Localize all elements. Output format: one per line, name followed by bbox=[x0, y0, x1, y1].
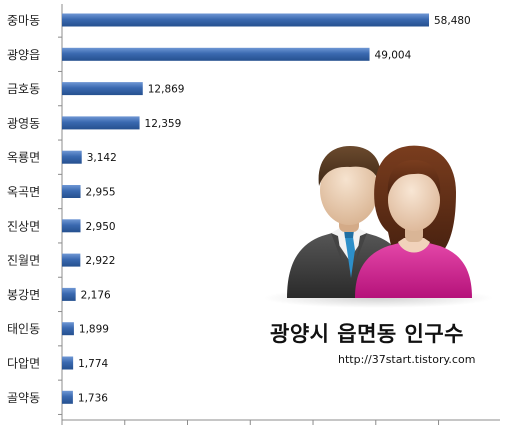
bar bbox=[62, 322, 74, 336]
category-label: 금호동 bbox=[7, 82, 40, 96]
category-label: 광영동 bbox=[7, 116, 40, 130]
category-label: 중마동 bbox=[7, 14, 40, 28]
category-label: 봉강면 bbox=[7, 288, 40, 302]
data-label: 12,359 bbox=[145, 118, 182, 130]
data-label: 2,176 bbox=[81, 289, 111, 301]
category-label: 옥곡면 bbox=[7, 185, 40, 199]
bar bbox=[62, 82, 143, 96]
data-label: 2,955 bbox=[86, 187, 116, 199]
data-label: 2,922 bbox=[85, 255, 115, 267]
source-url: http://37start.tistory.com bbox=[338, 353, 476, 366]
data-label: 3,142 bbox=[87, 152, 117, 164]
category-label: 태인동 bbox=[7, 322, 40, 336]
data-label: 2,950 bbox=[86, 221, 116, 233]
category-label: 골약동 bbox=[7, 390, 40, 405]
data-label: 49,004 bbox=[375, 49, 412, 61]
category-label: 광양읍 bbox=[7, 48, 40, 62]
people-couple-icon bbox=[263, 145, 493, 308]
data-label: 58,480 bbox=[434, 15, 471, 27]
bar bbox=[62, 150, 82, 164]
bar bbox=[62, 390, 73, 404]
data-label: 12,869 bbox=[148, 84, 185, 96]
chart-title: 광양시 읍면동 인구수 bbox=[270, 322, 465, 346]
bar bbox=[62, 287, 76, 301]
bar bbox=[62, 47, 370, 61]
category-label: 진월면 bbox=[7, 254, 40, 268]
bar bbox=[62, 253, 81, 267]
bar bbox=[62, 116, 140, 130]
bar bbox=[62, 13, 429, 27]
category-label: 진상면 bbox=[7, 219, 40, 233]
data-label: 1,774 bbox=[78, 358, 108, 370]
category-label: 옥룡면 bbox=[7, 151, 40, 165]
category-label: 다압면 bbox=[7, 357, 40, 371]
chart-axis bbox=[58, 4, 500, 425]
woman-figure-icon bbox=[355, 145, 472, 298]
bar bbox=[62, 219, 81, 233]
bar bbox=[62, 356, 74, 370]
bar bbox=[62, 185, 81, 198]
data-label: 1,736 bbox=[78, 392, 108, 404]
bars-group: 중마동 58,480 광양읍 49,004 금호동 12,869 광영동 12,359 옥룡면 3… bbox=[7, 13, 471, 405]
data-label: 1,899 bbox=[79, 324, 109, 336]
